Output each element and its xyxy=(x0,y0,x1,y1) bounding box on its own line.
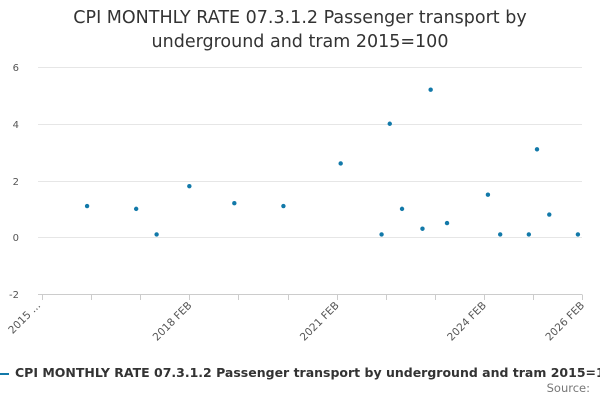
chart-title-line-2: underground and tram 2015=100 xyxy=(151,32,449,52)
data-point xyxy=(497,232,503,237)
data-point xyxy=(84,203,90,209)
y-axis: -2 0 2 4 6 xyxy=(9,63,19,301)
data-point xyxy=(281,203,286,209)
data-point xyxy=(428,87,433,92)
data-point xyxy=(154,232,159,237)
data-point xyxy=(420,226,425,231)
data-point xyxy=(526,232,532,237)
data-point xyxy=(575,232,581,237)
data-point xyxy=(444,220,450,226)
data-point xyxy=(379,232,384,237)
legend-swatch xyxy=(0,373,9,375)
data-point xyxy=(485,192,491,197)
y-tick-label: 6 xyxy=(13,63,19,74)
legend-label: CPI MONTHLY RATE 07.3.1.2 Passenger tran… xyxy=(15,365,600,380)
x-axis: 2015 ... 2018 FEB 2021 FEB 2024 FEB 2026 FEB xyxy=(6,294,587,344)
x-tick-label: 2024 FEB xyxy=(445,300,489,344)
data-point xyxy=(547,212,552,217)
data-point xyxy=(187,183,192,189)
chart-title: CPI MONTHLY RATE 07.3.1.2 Passenger tran… xyxy=(0,6,600,54)
x-tick-label: 2018 FEB xyxy=(151,300,195,344)
y-tick-label: 0 xyxy=(13,233,19,244)
chart-title-line-1: CPI MONTHLY RATE 07.3.1.2 Passenger tran… xyxy=(73,8,527,28)
data-point xyxy=(387,121,392,126)
data-point xyxy=(534,147,540,152)
data-point xyxy=(399,206,405,212)
x-tick-label: 2015 ... xyxy=(6,300,43,337)
y-tick-label: 4 xyxy=(13,120,19,131)
data-point xyxy=(232,201,237,206)
data-point xyxy=(133,206,139,212)
y-tick-label: -2 xyxy=(9,290,19,301)
x-tick-label: 2021 FEB xyxy=(298,300,342,344)
source-label: Source: xyxy=(546,381,590,395)
x-tick-label: 2026 FEB xyxy=(543,300,587,344)
data-point xyxy=(338,161,343,166)
data-points xyxy=(84,87,581,237)
y-tick-label: 2 xyxy=(13,177,19,188)
legend[interactable]: CPI MONTHLY RATE 07.3.1.2 Passenger tran… xyxy=(0,364,600,382)
grid xyxy=(38,67,582,295)
